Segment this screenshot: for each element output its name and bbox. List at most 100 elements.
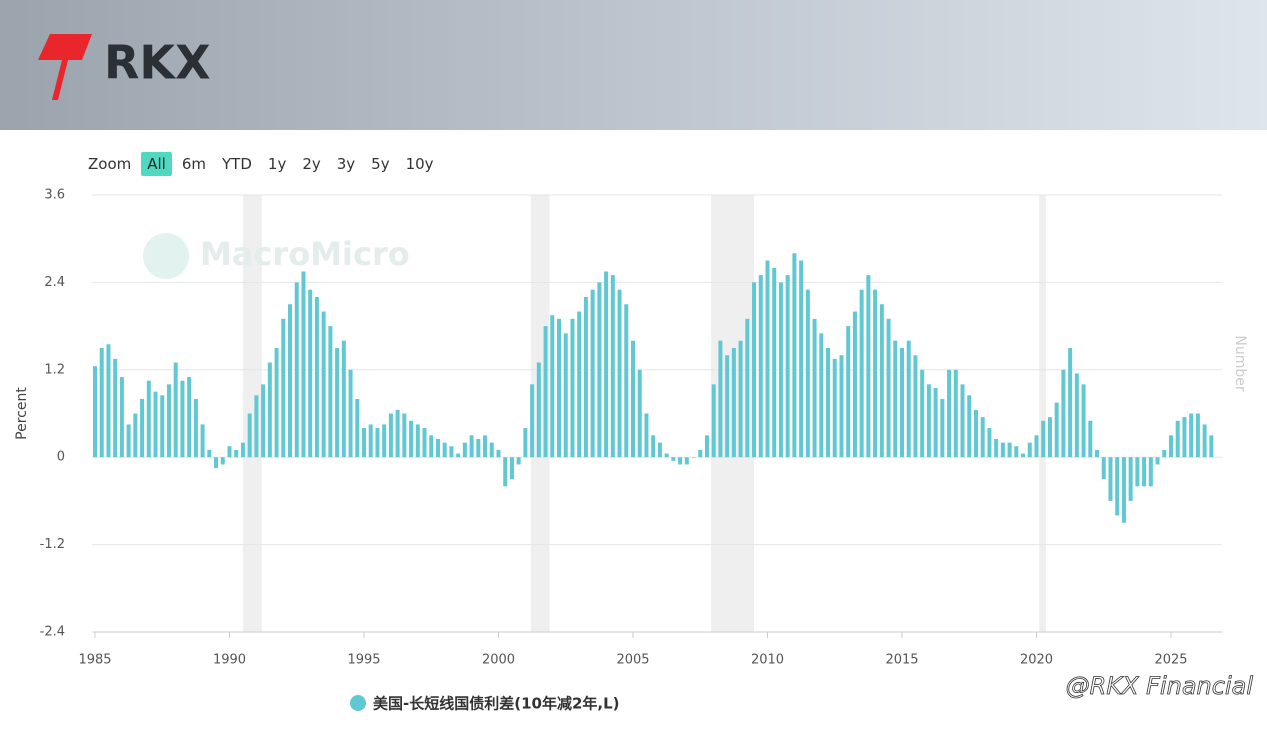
bar — [940, 398, 945, 458]
bar — [180, 380, 185, 458]
bar — [1175, 420, 1180, 458]
y-tick-label: -2.4 — [40, 625, 65, 640]
bar — [530, 384, 535, 458]
bar — [557, 318, 562, 458]
watermark-icon — [143, 233, 189, 279]
bar — [1162, 449, 1167, 458]
bar — [395, 409, 400, 458]
bar — [604, 271, 609, 458]
bar — [489, 442, 494, 458]
watermark-corner: @RKX Financial — [1066, 672, 1254, 700]
bar — [792, 253, 797, 458]
bar — [752, 282, 757, 458]
bar — [173, 362, 178, 458]
bar — [691, 457, 696, 458]
bar — [1202, 424, 1207, 458]
bar — [913, 355, 918, 458]
zoom-button[interactable]: 1y — [267, 155, 287, 173]
bar — [133, 413, 138, 458]
bar — [476, 438, 481, 458]
bar — [617, 289, 622, 458]
bar — [335, 347, 340, 458]
bar — [267, 362, 272, 458]
zoom-bar: Zoom All 6m YTD 1y 2y 3y 5y 10y — [82, 152, 440, 176]
y-tick-label: 2.4 — [44, 275, 65, 290]
y-tick-label: 3.6 — [44, 188, 65, 203]
bar — [893, 340, 898, 458]
bar — [1209, 435, 1214, 458]
legend-label: 美国-长短线国债利差(10年减2年,L) — [373, 695, 620, 713]
bar — [1115, 457, 1120, 516]
bar — [953, 369, 958, 458]
bar — [1054, 402, 1059, 458]
logo-mark — [38, 34, 92, 100]
bar — [301, 271, 306, 458]
bar — [577, 311, 582, 458]
bar — [234, 449, 239, 458]
bar — [1148, 457, 1153, 487]
bar — [160, 395, 165, 458]
bar — [684, 457, 689, 465]
bar — [509, 457, 514, 480]
logo: RKX — [38, 34, 211, 100]
bar — [523, 428, 528, 458]
x-tick-label: 2010 — [751, 653, 784, 668]
bar — [1047, 417, 1052, 458]
y-axis-title: Percent — [14, 387, 30, 440]
bar — [590, 289, 595, 458]
zoom-button[interactable]: YTD — [222, 155, 252, 173]
bar — [1041, 420, 1046, 458]
bar — [725, 355, 730, 458]
bar — [1014, 446, 1019, 458]
bar — [563, 333, 568, 458]
bar — [624, 304, 629, 458]
bar — [113, 358, 118, 458]
bar — [899, 347, 904, 458]
zoom-button[interactable]: 2y — [302, 155, 321, 173]
bar — [456, 453, 461, 458]
bar — [496, 449, 501, 458]
bar — [294, 282, 299, 458]
bar — [153, 391, 158, 458]
zoom-button[interactable]: 3y — [336, 155, 356, 173]
bar — [308, 289, 313, 458]
bar — [1021, 453, 1026, 458]
bar — [429, 435, 434, 458]
bar — [933, 388, 938, 458]
bar — [261, 384, 266, 458]
bar — [926, 384, 931, 458]
bar — [1135, 457, 1140, 487]
bar — [678, 457, 683, 465]
header: RKX — [0, 0, 1267, 130]
bar — [644, 413, 649, 458]
bar — [738, 340, 743, 458]
zoom-button[interactable]: 10y — [405, 155, 434, 173]
bar — [839, 355, 844, 458]
zoom-button[interactable]: All — [141, 152, 172, 176]
bar — [906, 340, 911, 458]
bar — [288, 304, 293, 458]
bar — [745, 318, 750, 458]
zoom-label: Zoom — [88, 155, 132, 173]
zoom-button[interactable]: 5y — [371, 155, 390, 173]
zoom-button[interactable]: 6m — [181, 155, 207, 173]
bar — [146, 380, 151, 458]
bar — [1034, 435, 1039, 458]
bar — [368, 424, 373, 458]
bar — [1074, 373, 1079, 458]
bar — [187, 377, 192, 458]
bar — [852, 311, 857, 458]
bar — [220, 457, 225, 465]
bar — [361, 428, 366, 458]
bar — [778, 282, 783, 458]
bar — [247, 413, 252, 458]
bar — [281, 318, 286, 458]
bar — [1128, 457, 1133, 501]
bar — [1027, 442, 1032, 458]
bar — [987, 428, 992, 458]
bar — [1101, 457, 1106, 480]
chart: MacroMicro -2.4 -1.2 0 1.2 2.4 3.6 1985 1990 1995… — [14, 188, 1254, 713]
bar — [200, 424, 205, 458]
bar — [583, 296, 588, 458]
